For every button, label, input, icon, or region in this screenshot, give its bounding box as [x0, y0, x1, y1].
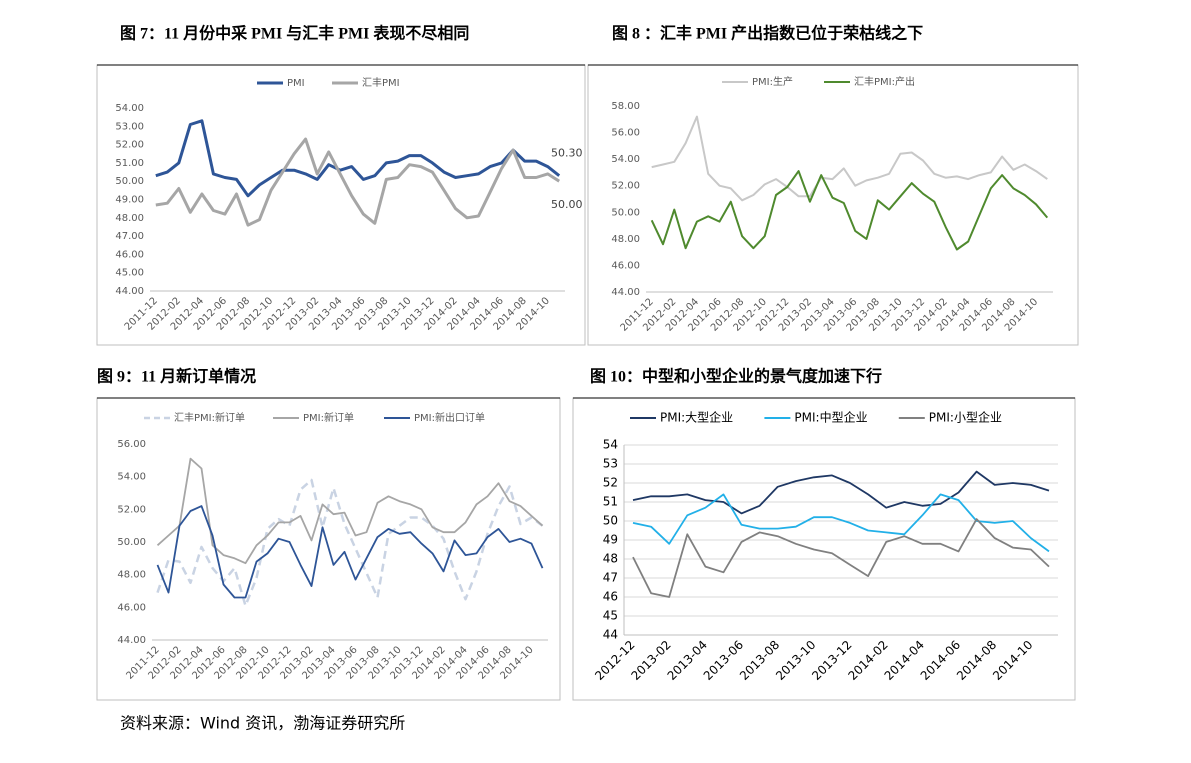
series-line — [156, 457, 544, 565]
series-line — [155, 119, 561, 198]
y-tick-label: 44 — [603, 628, 618, 642]
chart-title: 图 10：中型和小型企业的景气度加速下行 — [590, 367, 882, 386]
y-tick-label: 53 — [603, 457, 618, 471]
y-tick-label: 54.00 — [115, 103, 144, 114]
series-line — [651, 115, 1048, 202]
y-tick-label: 56.00 — [611, 128, 640, 139]
y-tick-label: 52.00 — [115, 140, 144, 151]
y-tick-label: 48.00 — [117, 570, 146, 581]
series-line — [650, 170, 1049, 251]
y-tick-label: 49 — [603, 533, 618, 547]
legend-label: PMI:新出口订单 — [414, 411, 485, 424]
series-line — [155, 137, 561, 227]
y-tick-label: 46 — [603, 590, 618, 604]
series-line — [632, 493, 1050, 553]
y-tick-label: 45 — [603, 609, 618, 623]
y-tick-label: 54 — [603, 438, 618, 452]
chart-title: 图 9：11 月新订单情况 — [97, 367, 256, 386]
series-line — [156, 505, 544, 599]
legend-label: PMI:生产 — [752, 75, 793, 88]
series-line — [632, 518, 1050, 598]
y-tick-label: 54.00 — [117, 472, 146, 483]
y-tick-label: 46.00 — [115, 249, 144, 260]
y-tick-label: 49.00 — [115, 195, 144, 206]
y-tick-label: 52.00 — [117, 504, 146, 515]
chart-title: 图 8 ：汇丰 PMI 产出指数已位于荣枯线之下 — [612, 24, 923, 43]
y-tick-label: 47.00 — [115, 231, 144, 242]
y-tick-label: 50.00 — [117, 537, 146, 548]
y-tick-label: 58.00 — [611, 101, 640, 112]
y-tick-label: 48 — [603, 552, 618, 566]
chart-title: 图 7：11 月份中采 PMI 与汇丰 PMI 表现不尽相同 — [120, 24, 469, 43]
legend-label: 汇丰PMI — [362, 76, 400, 89]
legend-label: PMI:小型企业 — [929, 410, 1002, 425]
legend-label: PMI — [287, 78, 305, 89]
annotation: 50.00 — [551, 198, 583, 211]
y-tick-label: 47 — [603, 571, 618, 585]
y-tick-label: 44.00 — [611, 287, 640, 298]
y-tick-label: 44.00 — [117, 635, 146, 646]
y-tick-label: 48.00 — [611, 234, 640, 245]
y-tick-label: 50 — [603, 514, 618, 528]
annotation: 50.30 — [551, 147, 583, 160]
x-tick-label: 2014-10 — [990, 638, 1035, 683]
y-tick-label: 52 — [603, 476, 618, 490]
y-tick-label: 50.00 — [115, 176, 144, 187]
y-tick-label: 46.00 — [611, 260, 640, 271]
y-tick-label: 51.00 — [115, 158, 144, 169]
y-tick-label: 46.00 — [117, 602, 146, 613]
legend-label: 汇丰PMI:产出 — [854, 75, 915, 88]
y-tick-label: 45.00 — [115, 268, 144, 279]
y-tick-label: 44.00 — [115, 286, 144, 297]
source-note: 资料来源：Wind 资讯，渤海证券研究所 — [120, 714, 405, 733]
legend-label: 汇丰PMI:新订单 — [174, 411, 245, 424]
legend-label: PMI:新订单 — [303, 411, 354, 424]
y-tick-label: 53.00 — [115, 121, 144, 132]
y-tick-label: 52.00 — [611, 181, 640, 192]
y-tick-label: 56.00 — [117, 439, 146, 450]
legend-label: PMI:中型企业 — [794, 410, 867, 425]
y-tick-label: 48.00 — [115, 213, 144, 224]
y-tick-label: 54.00 — [611, 154, 640, 165]
y-tick-label: 51 — [603, 495, 618, 509]
legend-label: PMI:大型企业 — [660, 410, 733, 425]
series-line — [632, 470, 1050, 515]
y-tick-label: 50.00 — [611, 207, 640, 218]
